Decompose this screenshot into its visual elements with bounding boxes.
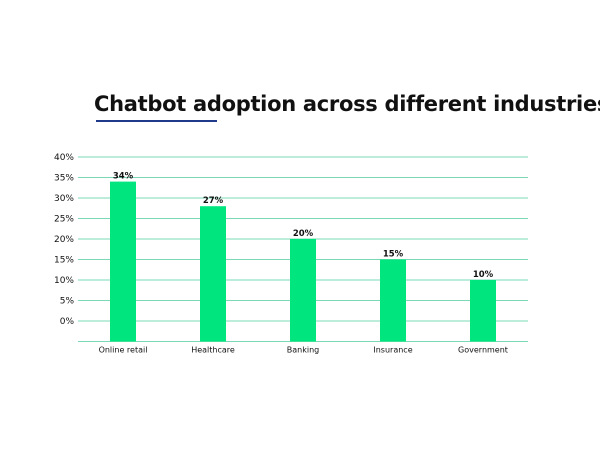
- category-label: Insurance: [373, 346, 412, 355]
- title-underline: [96, 120, 217, 122]
- y-tick-label: 0%: [60, 317, 75, 327]
- bar: [470, 280, 496, 342]
- bar: [290, 239, 316, 342]
- y-tick-label: 20%: [54, 235, 74, 245]
- bar: [200, 206, 226, 342]
- y-tick-label: 30%: [54, 194, 74, 204]
- category-label: Government: [458, 346, 508, 355]
- y-tick-label: 40%: [54, 153, 74, 163]
- y-tick-label: 25%: [54, 215, 74, 225]
- bars: [110, 181, 496, 342]
- y-tick-label: 35%: [54, 174, 74, 184]
- data-label: 20%: [293, 229, 314, 239]
- data-label: 15%: [383, 250, 404, 260]
- y-tick-label: 15%: [54, 256, 74, 266]
- chart-title: Chatbot adoption across different indust…: [94, 92, 600, 116]
- y-tick-label: 5%: [60, 297, 75, 307]
- y-tick-label: 10%: [54, 276, 74, 286]
- data-label: 34%: [113, 172, 134, 182]
- category-label: Banking: [287, 346, 319, 355]
- chart-title-block: Chatbot adoption across different indust…: [94, 92, 600, 122]
- data-label: 10%: [473, 270, 494, 280]
- bar: [380, 259, 406, 342]
- data-labels: 34% 27% 20% 15% 10%: [113, 172, 494, 280]
- bar: [110, 181, 136, 342]
- category-label: Healthcare: [191, 346, 235, 355]
- x-axis-category-labels: Online retail Healthcare Banking Insurance G…: [99, 346, 508, 355]
- category-label: Online retail: [99, 346, 148, 355]
- y-axis-tick-labels: 40% 35% 30% 25% 20% 15% 10% 5% 0%: [54, 153, 74, 327]
- data-label: 27%: [203, 196, 224, 206]
